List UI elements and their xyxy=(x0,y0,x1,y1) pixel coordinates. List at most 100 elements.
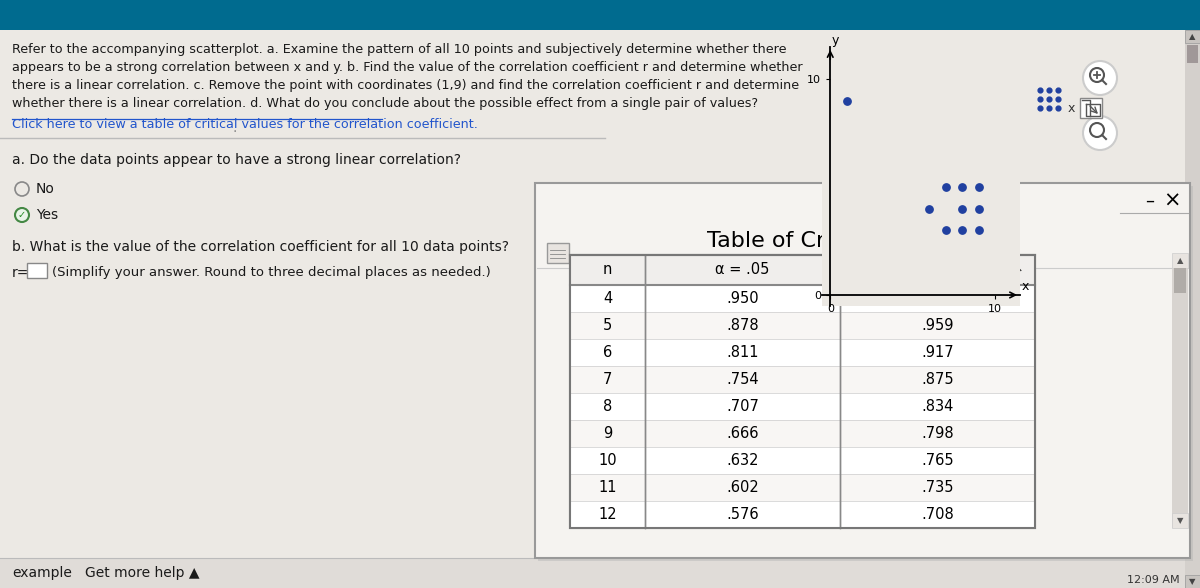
Bar xyxy=(547,243,569,263)
Point xyxy=(970,182,989,192)
Point xyxy=(919,204,938,213)
Bar xyxy=(1172,513,1188,528)
Bar xyxy=(570,501,1034,528)
Text: .950: .950 xyxy=(726,291,758,306)
Bar xyxy=(1187,45,1198,63)
Text: .735: .735 xyxy=(922,480,954,495)
Point xyxy=(1031,85,1050,95)
Text: .754: .754 xyxy=(726,372,758,387)
Text: appears to be a strong correlation between x and y. b. Find the value of the cor: appears to be a strong correlation betwe… xyxy=(12,61,803,74)
Text: Table of Critical Values: Table of Critical Values xyxy=(707,231,959,251)
Text: .875: .875 xyxy=(922,372,954,387)
Bar xyxy=(538,186,1193,561)
Bar xyxy=(1186,30,1200,43)
Point xyxy=(1049,103,1068,113)
Text: ·: · xyxy=(233,125,238,139)
Text: 4: 4 xyxy=(602,291,612,306)
Text: example: example xyxy=(12,566,72,580)
Text: Refer to the accompanying scatterplot. a. Examine the pattern of all 10 points a: Refer to the accompanying scatterplot. a… xyxy=(12,43,786,56)
Text: Get more help ▲: Get more help ▲ xyxy=(85,566,199,580)
Bar xyxy=(0,558,1186,588)
Text: .811: .811 xyxy=(726,345,758,360)
Text: 9: 9 xyxy=(602,426,612,441)
Bar xyxy=(570,447,1034,474)
Bar xyxy=(570,255,1034,528)
Text: .878: .878 xyxy=(726,318,758,333)
Text: .602: .602 xyxy=(726,480,758,495)
Point xyxy=(1031,94,1050,103)
Text: whether there is a linear correlation. d. What do you conclude about the possibl: whether there is a linear correlation. d… xyxy=(12,97,758,110)
Text: ▼: ▼ xyxy=(1177,516,1183,526)
Bar xyxy=(28,263,47,278)
Text: .666: .666 xyxy=(726,426,758,441)
Text: 10: 10 xyxy=(598,453,617,468)
Point xyxy=(970,226,989,235)
Bar xyxy=(570,285,1034,312)
Text: .798: .798 xyxy=(922,426,954,441)
Text: α = .05: α = .05 xyxy=(715,262,769,278)
Bar xyxy=(1080,98,1102,118)
Point xyxy=(838,96,857,106)
Text: ✓: ✓ xyxy=(18,210,26,220)
Point xyxy=(1039,85,1058,95)
Point xyxy=(936,226,955,235)
Bar xyxy=(570,255,1034,528)
Circle shape xyxy=(14,208,29,222)
Bar xyxy=(570,393,1034,420)
Bar xyxy=(570,366,1034,393)
Bar xyxy=(1186,30,1200,588)
Circle shape xyxy=(1084,116,1117,150)
Text: 7: 7 xyxy=(602,372,612,387)
Text: 12:09 AM: 12:09 AM xyxy=(1127,575,1180,585)
Point xyxy=(970,204,989,213)
Text: α = .01: α = .01 xyxy=(911,262,965,278)
Bar xyxy=(1174,268,1186,293)
Text: 6: 6 xyxy=(602,345,612,360)
Text: .834: .834 xyxy=(922,399,954,414)
Bar xyxy=(570,312,1034,339)
Point xyxy=(1039,103,1058,113)
Text: n: n xyxy=(602,262,612,278)
Point xyxy=(1049,85,1068,95)
Text: y: y xyxy=(832,34,839,47)
Text: r=: r= xyxy=(12,266,29,280)
Text: ▼: ▼ xyxy=(1189,577,1195,586)
Text: No: No xyxy=(36,182,55,196)
Text: x: x xyxy=(1068,102,1075,115)
Bar xyxy=(570,255,1034,285)
Text: –: – xyxy=(1146,192,1154,210)
Text: a. Do the data points appear to have a strong linear correlation?: a. Do the data points appear to have a s… xyxy=(12,153,461,167)
Text: Yes: Yes xyxy=(36,208,58,222)
Text: x: x xyxy=(1021,280,1028,293)
Circle shape xyxy=(1084,61,1117,95)
Text: ▲: ▲ xyxy=(1177,256,1183,266)
Bar xyxy=(535,183,1190,558)
Text: 11: 11 xyxy=(599,480,617,495)
Text: ↖: ↖ xyxy=(1010,260,1024,275)
Point xyxy=(953,226,972,235)
Text: 12: 12 xyxy=(598,507,617,522)
Text: .959: .959 xyxy=(922,318,954,333)
Bar xyxy=(1186,575,1200,588)
Point xyxy=(953,204,972,213)
Text: .765: .765 xyxy=(922,453,954,468)
Text: Click here to view a table of critical values for the correlation coefficient.: Click here to view a table of critical v… xyxy=(12,118,478,131)
Text: .632: .632 xyxy=(726,453,758,468)
Bar xyxy=(1172,268,1188,528)
Bar xyxy=(1172,253,1188,268)
Text: 5: 5 xyxy=(602,318,612,333)
Point xyxy=(1031,103,1050,113)
Bar xyxy=(570,339,1034,366)
Point xyxy=(1039,94,1058,103)
Point xyxy=(1049,94,1068,103)
Bar xyxy=(570,474,1034,501)
Text: ▲: ▲ xyxy=(1189,32,1195,42)
Text: .576: .576 xyxy=(726,507,758,522)
Text: .990: .990 xyxy=(922,291,954,306)
Text: there is a linear correlation. c. Remove the point with coordinates (1,9) and fi: there is a linear correlation. c. Remove… xyxy=(12,79,799,92)
Text: ×: × xyxy=(1163,191,1181,211)
Bar xyxy=(0,0,1200,30)
Point xyxy=(953,182,972,192)
Text: .708: .708 xyxy=(922,507,954,522)
Point xyxy=(936,182,955,192)
